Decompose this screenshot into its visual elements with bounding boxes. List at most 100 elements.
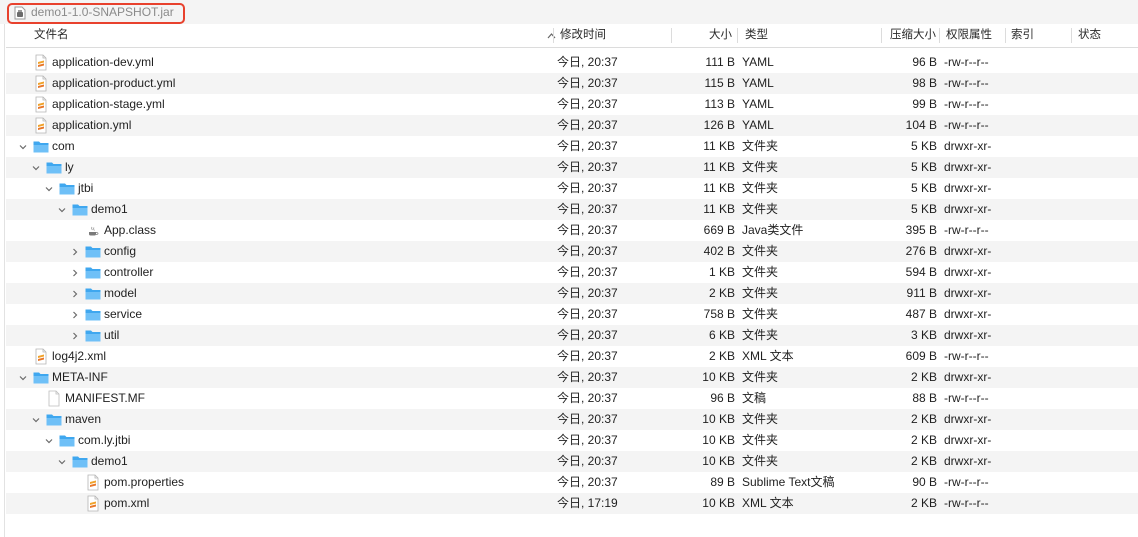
file-size: 10 KB xyxy=(702,370,735,384)
file-name: jtbi xyxy=(78,181,94,195)
table-row[interactable]: jtbi 今日, 20:37 11 KB 文件夹 5 KB drwxr-xr- xyxy=(6,178,1138,199)
compressed-size: 911 B xyxy=(906,286,937,300)
table-row[interactable]: META-INF 今日, 20:37 10 KB 文件夹 2 KB drwxr-xr- xyxy=(6,367,1138,388)
modified-date: 今日, 20:37 xyxy=(557,55,618,69)
folder-icon xyxy=(46,411,62,428)
chevron-down-icon[interactable] xyxy=(18,141,28,151)
compressed-size: 2 KB xyxy=(910,433,937,447)
file-xml-icon xyxy=(33,348,49,365)
permissions: drwxr-xr- xyxy=(944,181,992,195)
chevron-down-icon[interactable] xyxy=(57,456,67,466)
table-row[interactable]: ly 今日, 20:37 11 KB 文件夹 5 KB drwxr-xr- xyxy=(6,157,1138,178)
column-date[interactable]: 修改时间 xyxy=(560,29,606,41)
column-kind[interactable]: 类型 xyxy=(745,29,768,41)
table-row[interactable]: pom.properties 今日, 20:37 89 B Sublime Text文… xyxy=(6,472,1138,493)
chevron-right-icon[interactable] xyxy=(70,267,80,277)
file-size: 11 KB xyxy=(703,139,735,153)
column-permissions[interactable]: 权限属性 xyxy=(946,29,992,41)
table-row[interactable]: com.ly.jtbi 今日, 20:37 10 KB 文件夹 2 KB drwxr-xr… xyxy=(6,430,1138,451)
file-kind: Sublime Text文稿 xyxy=(742,475,835,489)
file-size: 115 B xyxy=(704,76,735,90)
table-row[interactable]: demo1 今日, 20:37 10 KB 文件夹 2 KB drwxr-xr- xyxy=(6,451,1138,472)
compressed-size: 487 B xyxy=(905,307,937,321)
column-name[interactable]: 文件名 xyxy=(34,29,69,41)
chevron-up-icon[interactable] xyxy=(547,30,556,40)
chevron-down-icon[interactable] xyxy=(31,162,41,172)
file-name: pom.properties xyxy=(104,475,185,489)
compressed-size: 2 KB xyxy=(910,496,937,510)
modified-date: 今日, 20:37 xyxy=(557,433,618,447)
table-row[interactable]: controller 今日, 20:37 1 KB 文件夹 594 B drwxr-xr- xyxy=(6,262,1138,283)
table-row[interactable]: application.yml 今日, 20:37 126 B YAML 104 B -r… xyxy=(6,115,1138,136)
table-row[interactable]: demo1 今日, 20:37 11 KB 文件夹 5 KB drwxr-xr- xyxy=(6,199,1138,220)
file-kind: 文件夹 xyxy=(742,286,779,300)
modified-date: 今日, 20:37 xyxy=(557,286,618,300)
column-status[interactable]: 状态 xyxy=(1078,29,1101,41)
chevron-right-icon[interactable] xyxy=(70,330,80,340)
column-divider[interactable] xyxy=(881,28,882,43)
file-kind: YAML xyxy=(742,118,774,132)
file-kind: 文件夹 xyxy=(742,202,779,216)
chevron-down-icon[interactable] xyxy=(44,183,54,193)
table-row[interactable]: model 今日, 20:37 2 KB 文件夹 911 B drwxr-xr- xyxy=(6,283,1138,304)
table-row[interactable]: application-stage.yml 今日, 20:37 113 B YAML 9… xyxy=(6,94,1138,115)
table-row[interactable]: pom.xml 今日, 17:19 10 KB XML 文本 2 KB -rw-r--r-… xyxy=(6,493,1138,514)
table-row[interactable]: util 今日, 20:37 6 KB 文件夹 3 KB drwxr-xr- xyxy=(6,325,1138,346)
table-row[interactable]: log4j2.xml 今日, 20:37 2 KB XML 文本 609 B -rw-r-… xyxy=(6,346,1138,367)
table-row[interactable]: maven 今日, 20:37 10 KB 文件夹 2 KB drwxr-xr- xyxy=(6,409,1138,430)
chevron-right-icon[interactable] xyxy=(70,288,80,298)
window-title: demo1-1.0-SNAPSHOT.jar xyxy=(31,5,174,19)
file-kind: 文件夹 xyxy=(742,139,779,153)
modified-date: 今日, 20:37 xyxy=(557,265,618,279)
file-size: 126 B xyxy=(703,118,735,132)
chevron-down-icon[interactable] xyxy=(44,435,54,445)
compressed-size: 2 KB xyxy=(910,454,937,468)
file-size: 10 KB xyxy=(702,433,735,447)
file-yaml-icon xyxy=(33,54,49,71)
chevron-down-icon[interactable] xyxy=(18,372,28,382)
modified-date: 今日, 20:37 xyxy=(557,454,618,468)
modified-date: 今日, 20:37 xyxy=(557,97,618,111)
file-name: config xyxy=(104,244,137,258)
table-row[interactable]: config 今日, 20:37 402 B 文件夹 276 B drwxr-xr- xyxy=(6,241,1138,262)
file-size: 11 KB xyxy=(703,181,735,195)
file-yaml-icon xyxy=(33,117,49,134)
left-border xyxy=(4,24,5,537)
table-row[interactable]: App.class 今日, 20:37 669 B Java类文件 395 B -rw-r… xyxy=(6,220,1138,241)
title-highlight xyxy=(7,3,185,24)
table-row[interactable]: service 今日, 20:37 758 B 文件夹 487 B drwxr-xr- xyxy=(6,304,1138,325)
permissions: drwxr-xr- xyxy=(944,265,992,279)
column-divider[interactable] xyxy=(737,28,738,43)
table-row[interactable]: MANIFEST.MF 今日, 20:37 96 B 文稿 88 B -rw-r--r-- xyxy=(6,388,1138,409)
file-xml-icon xyxy=(85,495,101,512)
file-yaml-icon xyxy=(33,96,49,113)
file-name: util xyxy=(104,328,120,342)
modified-date: 今日, 20:37 xyxy=(557,139,618,153)
permissions: drwxr-xr- xyxy=(944,160,992,174)
column-divider[interactable] xyxy=(671,28,672,43)
chevron-down-icon[interactable] xyxy=(31,414,41,424)
permissions: -rw-r--r-- xyxy=(944,496,989,510)
table-row[interactable]: com 今日, 20:37 11 KB 文件夹 5 KB drwxr-xr- xyxy=(6,136,1138,157)
table-row[interactable]: application-dev.yml 今日, 20:37 111 B YAML 96 … xyxy=(6,52,1138,73)
file-name: App.class xyxy=(104,223,157,237)
column-index[interactable]: 索引 xyxy=(1011,29,1034,41)
chevron-right-icon[interactable] xyxy=(70,246,80,256)
compressed-size: 2 KB xyxy=(910,370,937,384)
modified-date: 今日, 20:37 xyxy=(557,160,618,174)
column-size[interactable]: 大小 xyxy=(709,29,732,41)
table-row[interactable]: application-product.yml 今日, 20:37 115 B YAM… xyxy=(6,73,1138,94)
file-kind: 文件夹 xyxy=(742,328,779,342)
column-divider[interactable] xyxy=(939,28,940,43)
column-divider[interactable] xyxy=(553,28,554,43)
file-kind: 文件夹 xyxy=(742,370,779,384)
column-compressed[interactable]: 压缩大小 xyxy=(890,29,936,41)
folder-icon xyxy=(72,453,88,470)
file-name: application-stage.yml xyxy=(52,97,165,111)
column-divider[interactable] xyxy=(1071,28,1072,43)
chevron-down-icon[interactable] xyxy=(57,204,67,214)
permissions: drwxr-xr- xyxy=(944,244,992,258)
file-size: 10 KB xyxy=(702,496,735,510)
column-divider[interactable] xyxy=(1005,28,1006,43)
chevron-right-icon[interactable] xyxy=(70,309,80,319)
